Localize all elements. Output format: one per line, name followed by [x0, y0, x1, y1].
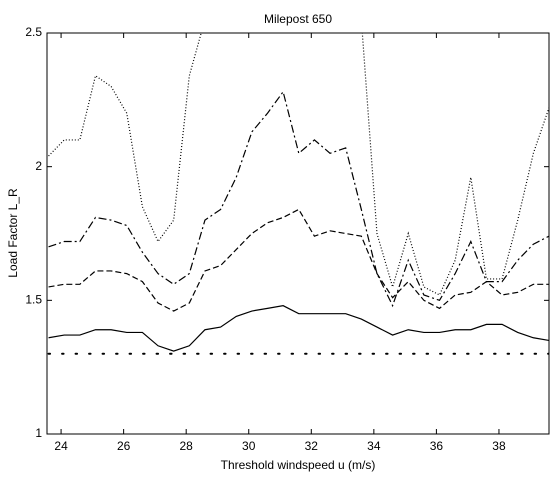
- x-tick-label: 30: [242, 439, 256, 453]
- y-tick-label: 1: [35, 426, 42, 440]
- data-line: [48, 90, 549, 308]
- y-tick-label: 1.5: [25, 293, 42, 307]
- x-tick-label: 38: [492, 439, 506, 453]
- y-axis-label: Load Factor L_R: [6, 188, 20, 278]
- plot-frame: [46, 32, 550, 435]
- data-line: [48, 33, 549, 296]
- x-axis-label: Threshold windspeed u (m/s): [221, 458, 376, 472]
- x-tick-label: 28: [180, 439, 194, 453]
- chart-title: Milepost 650: [264, 12, 332, 26]
- x-tick-label: 26: [117, 439, 131, 453]
- data-line: [48, 208, 549, 312]
- plot-area: [47, 33, 549, 355]
- y-tick-label: 2: [35, 159, 42, 173]
- x-tick-label: 34: [367, 439, 381, 453]
- data-line: [48, 305, 549, 352]
- x-tick-label: 36: [430, 439, 444, 453]
- x-tick-label: 24: [54, 439, 68, 453]
- x-tick-label: 32: [305, 439, 319, 453]
- y-tick-label: 2.5: [25, 25, 42, 39]
